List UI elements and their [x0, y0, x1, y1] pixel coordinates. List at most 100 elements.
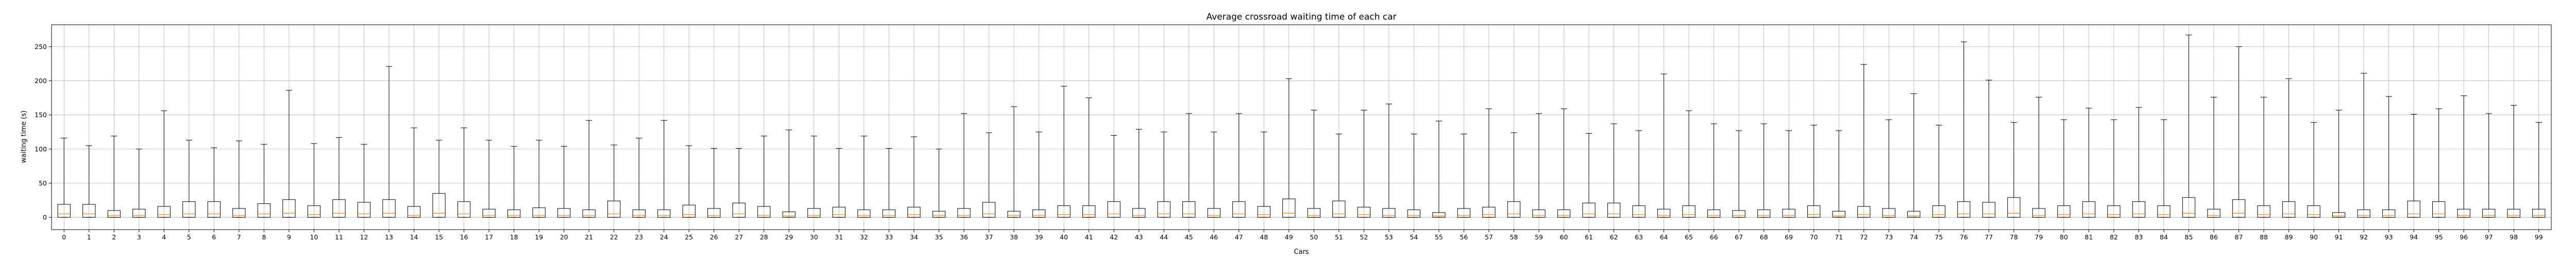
x-tick-label: 26	[710, 233, 718, 241]
x-tick-label: 53	[1385, 233, 1393, 241]
box-body	[2457, 208, 2470, 218]
box-67	[1732, 130, 1745, 218]
box-1	[82, 145, 96, 218]
x-tick-label: 13	[385, 233, 393, 241]
box-body	[982, 202, 996, 218]
box-95	[2432, 108, 2446, 218]
x-tick-label: 52	[1360, 233, 1368, 241]
x-tick-label: 25	[685, 233, 693, 241]
x-tick-label: 84	[2160, 233, 2168, 241]
x-tick-label: 37	[985, 233, 993, 241]
box-44	[1157, 132, 1171, 218]
box-body	[1757, 209, 1771, 218]
box-body	[2532, 208, 2546, 218]
box-body	[207, 201, 221, 218]
box-body	[707, 208, 721, 218]
y-tick-label: 250	[35, 43, 47, 51]
x-tick-label: 23	[635, 233, 643, 241]
x-tick-label: 83	[2134, 233, 2143, 241]
box-93	[2382, 96, 2396, 218]
box-body	[2332, 212, 2346, 218]
box-body	[1532, 209, 1546, 218]
x-tick-label: 12	[360, 233, 368, 241]
x-tick-label: 51	[1335, 233, 1343, 241]
box-body	[82, 204, 96, 218]
x-tick-label: 76	[1960, 233, 1968, 241]
box-58	[1507, 132, 1521, 218]
box-body	[1482, 206, 1496, 218]
box-85	[2182, 35, 2196, 218]
x-tick-label: 97	[2485, 233, 2493, 241]
box-40	[1057, 86, 1071, 218]
x-tick-label: 91	[2335, 233, 2343, 241]
x-tick-label: 96	[2460, 233, 2468, 241]
box-body	[682, 204, 696, 218]
box-90	[2307, 122, 2320, 218]
box-body	[1882, 208, 1895, 218]
x-tick-label: 70	[1810, 233, 1818, 241]
box-body	[1282, 198, 1296, 218]
box-body	[557, 208, 571, 218]
x-tick-label: 15	[435, 233, 443, 241]
x-tick-label: 34	[910, 233, 918, 241]
box-body	[1307, 208, 1320, 218]
x-tick-label: 78	[2010, 233, 2018, 241]
box-15	[432, 140, 446, 218]
x-tick-label: 48	[1260, 233, 1268, 241]
x-tick-label: 72	[1860, 233, 1868, 241]
box-98	[2507, 105, 2520, 218]
box-body	[1982, 202, 1995, 218]
box-46	[1207, 132, 1221, 218]
box-body	[882, 209, 896, 218]
x-tick-label: 73	[1885, 233, 1893, 241]
x-tick-label: 57	[1485, 233, 1493, 241]
box-body	[1457, 208, 1471, 218]
x-tick-label: 28	[760, 233, 768, 241]
x-tick-label: 36	[960, 233, 968, 241]
box-77	[1982, 79, 1995, 218]
box-body	[582, 209, 596, 218]
x-tick-label: 22	[610, 233, 618, 241]
box-body	[1582, 202, 1596, 218]
box-body	[1432, 212, 1446, 218]
box-body	[1157, 201, 1171, 218]
x-tick-label: 6	[212, 233, 216, 241]
box-72	[1857, 64, 1871, 218]
x-tick-label: 33	[885, 233, 893, 241]
x-tick-label: 98	[2510, 233, 2518, 241]
box-13	[382, 66, 396, 218]
box-60	[1557, 108, 1571, 218]
box-0	[57, 138, 71, 218]
box-body	[782, 212, 795, 218]
box-19	[532, 140, 546, 218]
box-2	[107, 136, 121, 218]
box-62	[1607, 123, 1621, 218]
x-tick-label: 45	[1185, 233, 1193, 241]
x-tick-label: 89	[2285, 233, 2293, 241]
box-body	[132, 208, 146, 218]
x-tick-label: 7	[237, 233, 241, 241]
x-tick-label: 65	[1685, 233, 1693, 241]
x-tick-label: 29	[785, 233, 793, 241]
x-tick-label: 87	[2235, 233, 2243, 241]
x-tick-label: 95	[2435, 233, 2443, 241]
box-51	[1332, 134, 1346, 218]
box-body	[332, 199, 346, 218]
box-body	[1332, 200, 1346, 218]
x-tick-label: 88	[2260, 233, 2268, 241]
boxes-layer	[57, 35, 2546, 218]
box-body	[907, 206, 921, 218]
box-body	[1557, 209, 1571, 218]
x-tick-label: 43	[1135, 233, 1143, 241]
box-14	[407, 127, 421, 218]
box-22	[607, 144, 621, 218]
box-56	[1457, 134, 1471, 218]
x-tick-label: 80	[2060, 233, 2068, 241]
box-body	[1857, 206, 1871, 218]
box-45	[1182, 113, 1196, 218]
box-74	[1907, 93, 1921, 218]
box-body	[1182, 201, 1196, 218]
box-body	[957, 208, 971, 218]
box-body	[932, 211, 946, 218]
